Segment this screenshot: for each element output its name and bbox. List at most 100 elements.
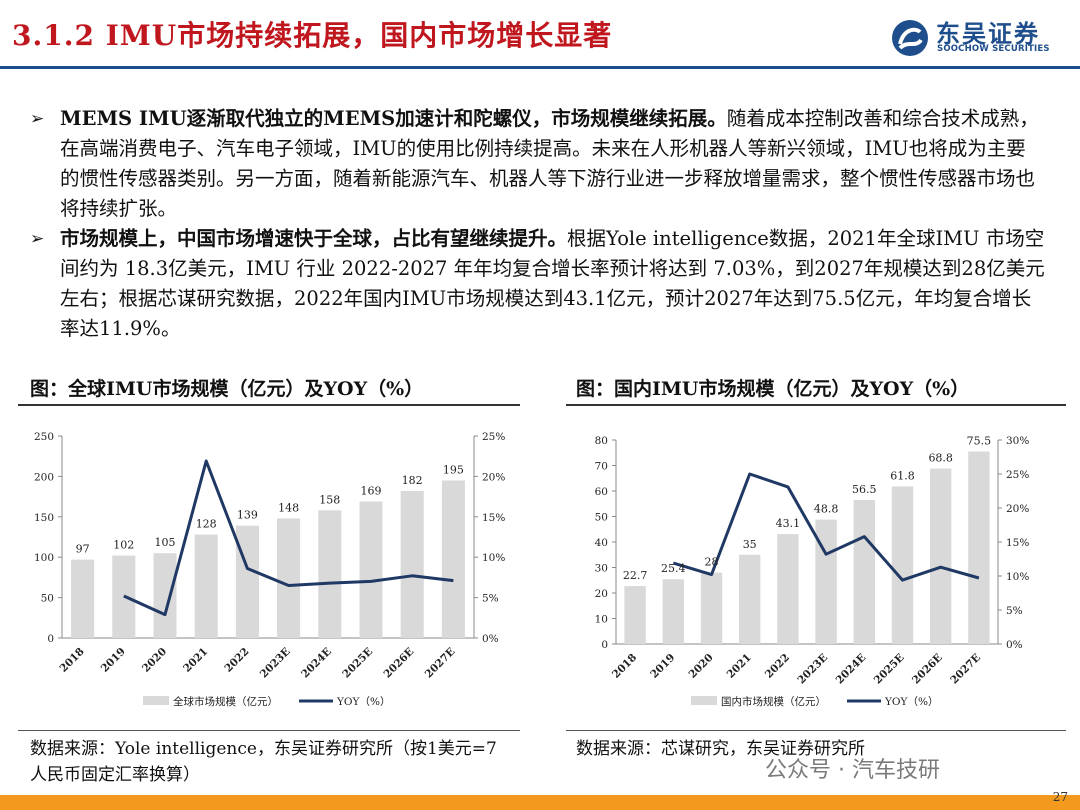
y-tick-label-left: 70 <box>595 461 608 473</box>
y-tick-label-left: 30 <box>595 563 608 575</box>
bar-value-label: 43.1 <box>776 517 801 530</box>
legend-bar-swatch <box>143 696 169 705</box>
bar-value-label: 128 <box>196 518 217 531</box>
y-tick-label-left: 40 <box>595 537 608 549</box>
legend-line-label: YOY（%） <box>336 696 390 708</box>
logo-text-cn: 东吴证券 <box>936 20 1040 48</box>
legend-line-label: YOY（%） <box>884 696 938 708</box>
bar-value-label: 182 <box>402 474 423 487</box>
y-tick-label-right: 5% <box>482 593 499 605</box>
right-chart-title: 图：国内IMU市场规模（亿元）及YOY（%） <box>576 378 970 400</box>
bar <box>318 510 342 638</box>
bar <box>891 486 914 644</box>
bar <box>194 534 218 638</box>
watermark: 公众号 · 汽车技研 <box>765 758 940 783</box>
y-tick-label-left: 20 <box>595 588 608 600</box>
y-tick-label-left: 200 <box>34 471 54 483</box>
x-tick-label: 2026E <box>910 652 945 687</box>
bar <box>235 525 259 638</box>
x-tick-label: 2025E <box>872 652 907 687</box>
bar-value-label: 169 <box>361 484 382 497</box>
global-imu-chart: 0 50 100 150 200 250 0% 5% 10% 15% 20% 25% 97 102 105 1… <box>34 431 505 708</box>
x-tick-label: 2022 <box>222 646 251 675</box>
y-tick-label-right: 0% <box>482 633 499 645</box>
domestic-imu-chart: 0 10 20 30 40 50 60 70 80 0% 5% 10% 15% 20% 25% 30% 22.7… <box>595 434 1030 708</box>
bar <box>441 480 465 638</box>
x-tick-label: 2020 <box>686 652 715 681</box>
y-tick-label-left: 50 <box>41 593 54 605</box>
y-tick-label-left: 10 <box>595 614 608 626</box>
y-tick-label-left: 60 <box>595 486 608 498</box>
y-tick-label-left: 0 <box>47 633 54 645</box>
x-tick-label: 2019 <box>99 646 128 675</box>
bar <box>777 534 799 644</box>
yoy-line <box>123 459 454 617</box>
left-chart-source: 数据来源：Yole intelligence，东吴证券研究所（按1美元=7人民币… <box>30 739 497 785</box>
x-tick-label: 2020 <box>140 646 169 675</box>
legend-bar-label: 国内市场规模（亿元） <box>721 695 826 708</box>
soochow-logo-icon <box>892 20 928 56</box>
soochow-logo: 东吴证券 SOOCHOW SECURITIES <box>890 14 1070 60</box>
footer-bar <box>0 795 1080 810</box>
bar-value-label: 158 <box>319 493 340 506</box>
bullet-text: 根据Yole intelligence数据，2021年全球IMU 市场空间约为 … <box>60 227 1045 340</box>
bar-value-label: 48.8 <box>814 503 839 516</box>
y-tick-label-right: 25% <box>482 431 505 443</box>
y-tick-label-right: 0% <box>1006 639 1023 651</box>
bar <box>400 490 424 638</box>
bar <box>359 501 383 638</box>
x-tick-label: 2021 <box>181 646 210 675</box>
y-tick-label-right: 20% <box>1006 503 1029 515</box>
right-chart-top-rule <box>566 404 1066 406</box>
y-tick-label-left: 50 <box>595 512 608 524</box>
bar-value-label: 35 <box>743 538 757 551</box>
bullet-list: ➢ MEMS IMU逐渐取代独立的MEMS加速计和陀螺仪，市场规模继续拓展。随着… <box>30 104 1045 344</box>
bar <box>624 586 646 644</box>
bar-value-label: 68.8 <box>928 452 953 465</box>
bar-value-label: 25.4 <box>661 562 686 575</box>
x-tick-label: 2024E <box>299 646 334 681</box>
bar <box>277 518 301 638</box>
y-tick-label-left: 80 <box>595 435 608 447</box>
bar-value-label: 97 <box>76 543 90 556</box>
x-tick-label: 2019 <box>648 652 677 681</box>
x-tick-label: 2021 <box>725 652 754 681</box>
bullet-item: ➢ 市场规模上，中国市场增速快于全球，占比有望继续提升。根据Yole intel… <box>30 224 1045 344</box>
bar-value-label: 139 <box>237 509 258 522</box>
y-tick-label-right: 5% <box>1006 605 1023 617</box>
yoy-line <box>672 472 980 582</box>
bar-value-label: 56.5 <box>852 483 877 496</box>
left-chart-top-rule <box>18 404 520 406</box>
bullet-lead: 市场规模上，中国市场增速快于全球，占比有望继续提升。 <box>60 227 568 250</box>
bar-value-label: 102 <box>113 539 134 552</box>
bar <box>930 468 952 644</box>
y-tick-label-left: 250 <box>34 431 54 443</box>
bar <box>968 451 990 644</box>
legend-bar-swatch <box>691 696 717 705</box>
bar-value-label: 148 <box>278 501 299 514</box>
bar-value-label: 28 <box>705 556 719 569</box>
bar-value-label: 195 <box>443 463 464 476</box>
y-tick-label-right: 30% <box>1006 435 1029 447</box>
page-title: 3.1.2 IMU市场持续拓展，国内市场增长显著 <box>12 19 613 52</box>
y-tick-label-left: 100 <box>34 552 54 564</box>
y-tick-label-right: 25% <box>1006 469 1029 481</box>
y-tick-label-right: 10% <box>1006 571 1029 583</box>
right-chart: 0 10 20 30 40 50 60 70 80 0% 5% 10% 15% 20% 25% 30% 22.7… <box>566 422 1066 722</box>
y-tick-label-left: 0 <box>601 639 608 651</box>
bar-value-label: 61.8 <box>890 469 915 482</box>
right-chart-bottom-rule <box>566 730 1066 731</box>
y-tick-label-right: 20% <box>482 471 505 483</box>
bar-value-label: 22.7 <box>623 569 648 582</box>
bar <box>739 554 761 644</box>
x-tick-label: 2025E <box>340 646 375 681</box>
logo-text-en: SOOCHOW SECURITIES <box>937 44 1050 54</box>
x-tick-label: 2023E <box>795 652 830 687</box>
page-number: 27 <box>1052 790 1068 804</box>
x-tick-label: 2018 <box>610 652 639 681</box>
x-tick-label: 2023E <box>258 646 293 681</box>
bar-value-label: 75.5 <box>967 434 992 447</box>
bullet-text: 随着成本控制改善和综合技术成熟，在高端消费电子、汽车电子领域，IMU的使用比例持… <box>60 107 1039 220</box>
x-tick-label: 2027E <box>948 652 983 687</box>
bar <box>853 499 875 644</box>
